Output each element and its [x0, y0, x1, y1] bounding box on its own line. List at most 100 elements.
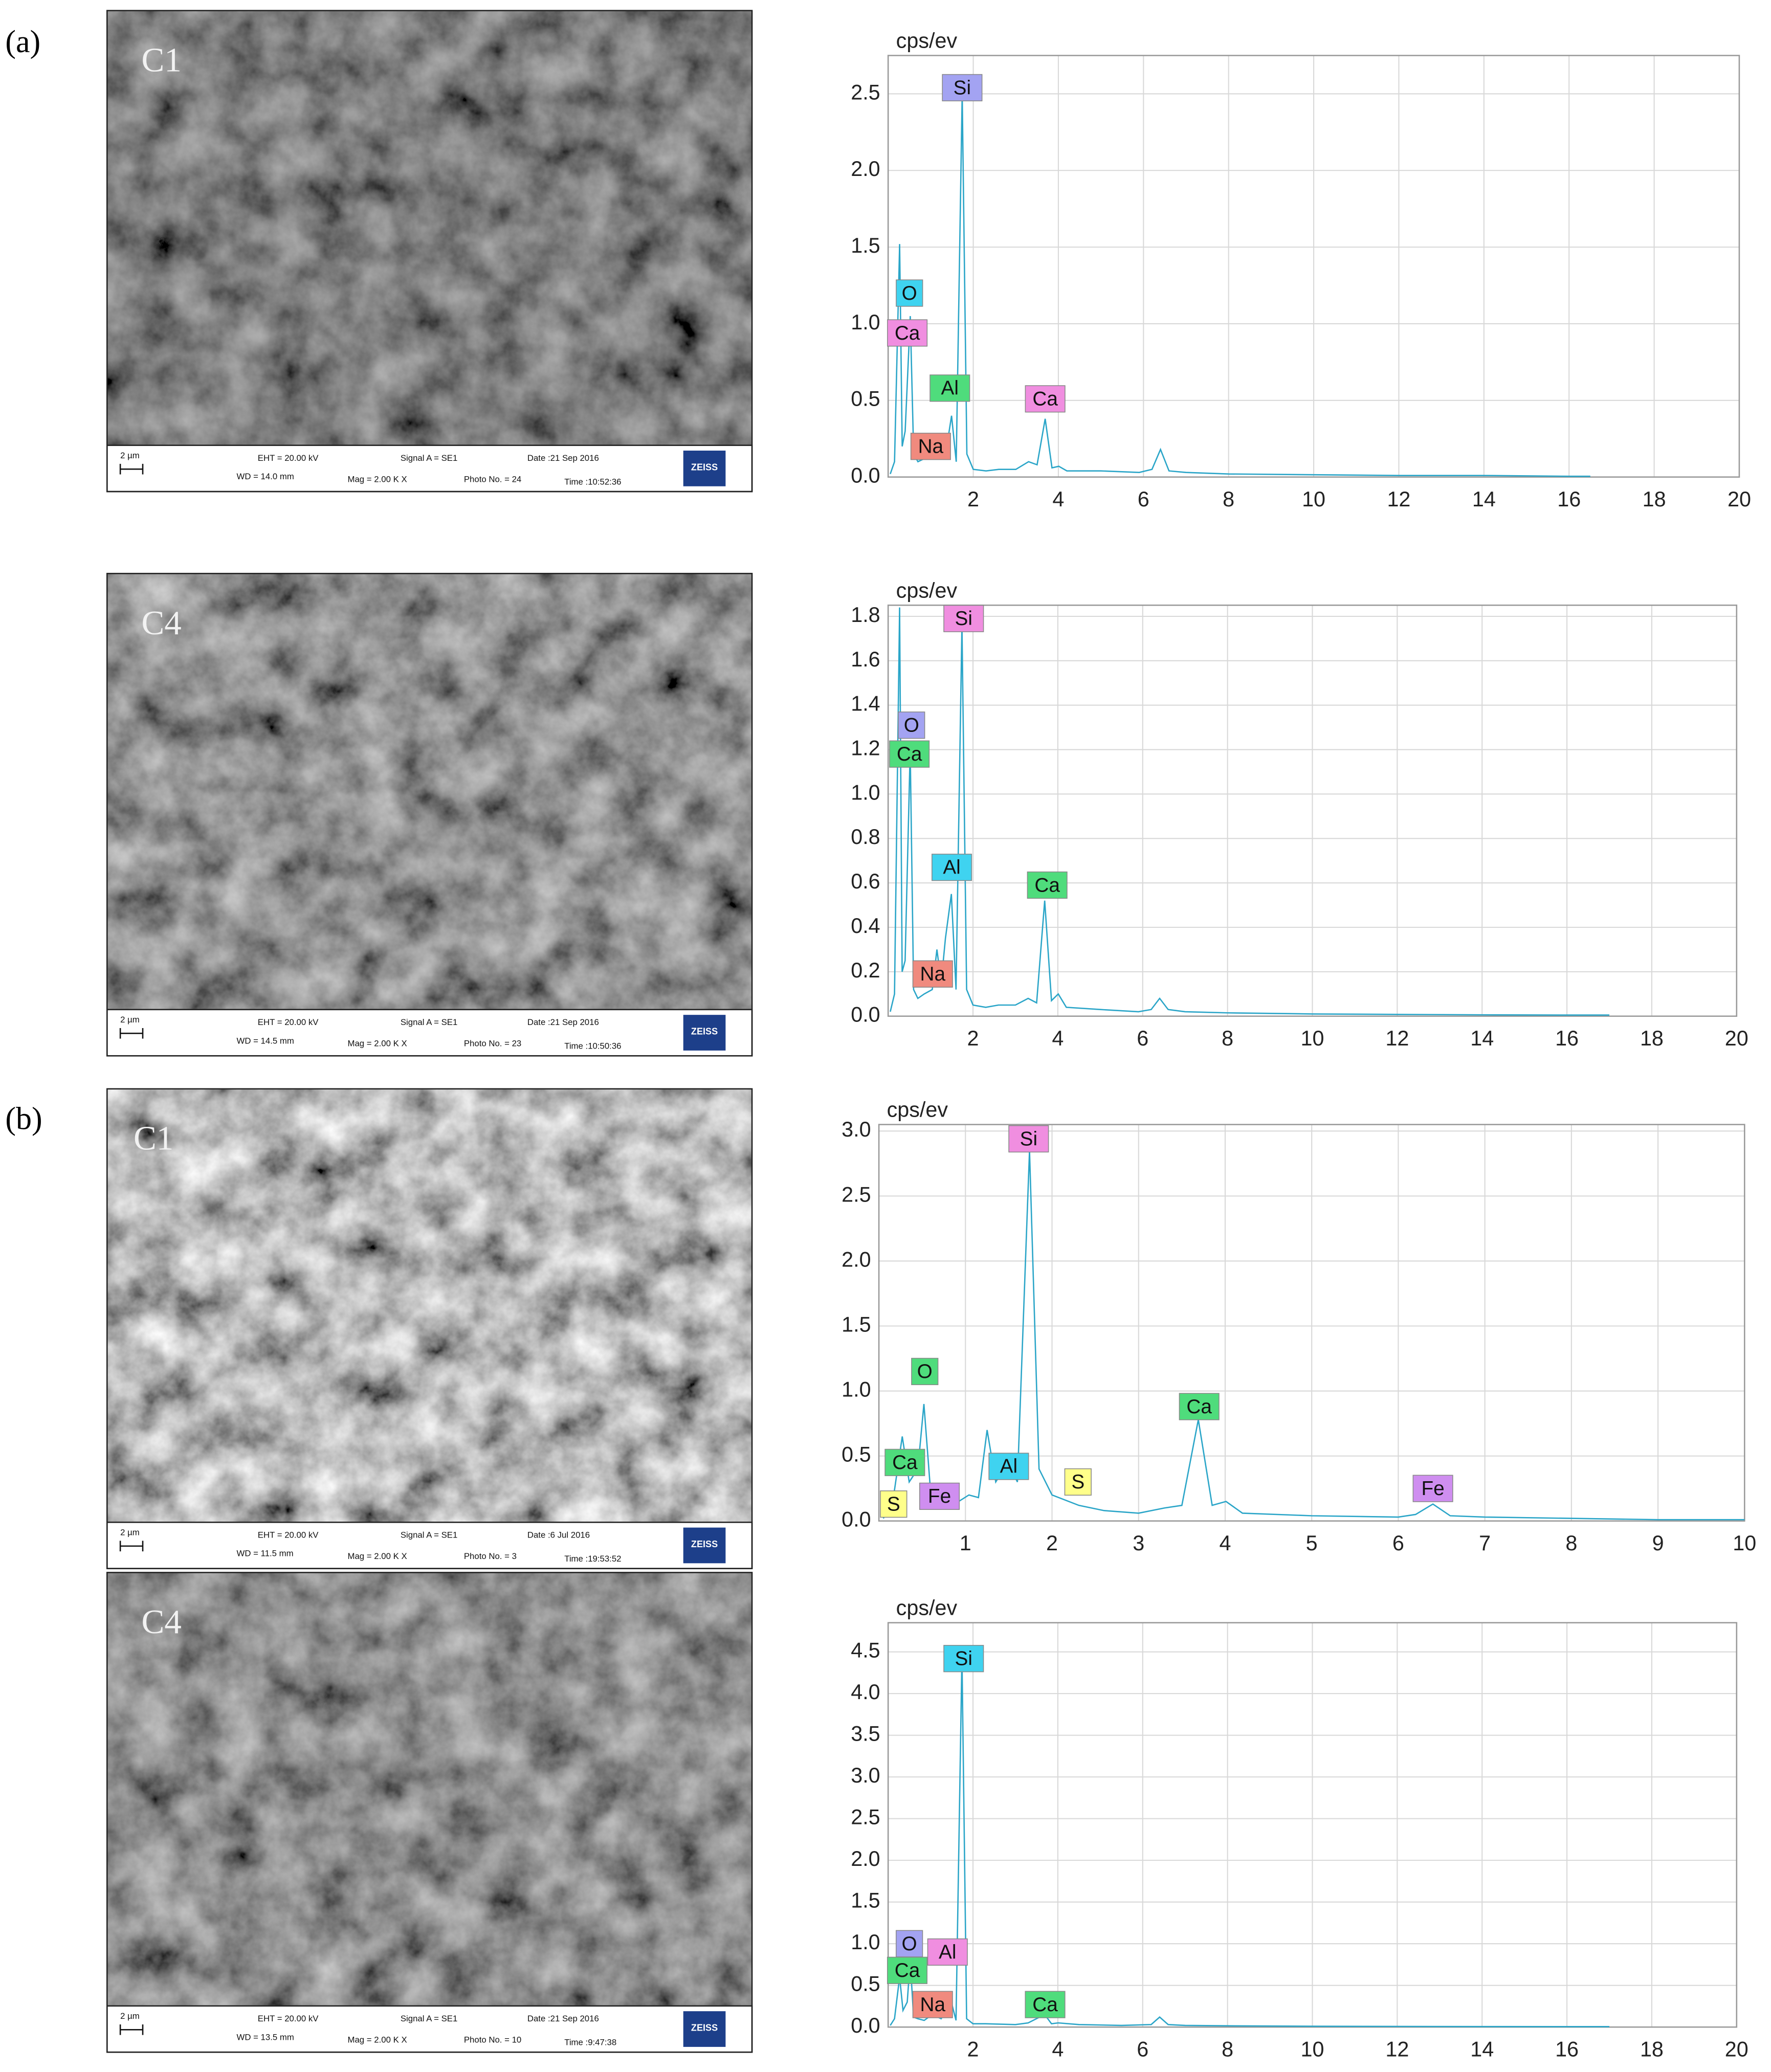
element-label: Ca	[897, 743, 922, 765]
y-tick-label: 2.5	[851, 1806, 880, 1829]
y-tick-label: 3.5	[851, 1722, 880, 1746]
y-tick-label: 1.0	[851, 310, 880, 334]
x-tick-label: 8	[1222, 2038, 1233, 2061]
element-tag	[929, 374, 970, 402]
element-label: Na	[918, 436, 944, 458]
info-eht: EHT = 20.00 kV	[258, 1017, 319, 1027]
y-tick-label: 3.0	[851, 1764, 880, 1787]
element-tag	[1179, 1393, 1220, 1420]
y-axis-label: cps/ev	[887, 1098, 948, 1122]
y-tick-label: 1.5	[851, 234, 880, 257]
x-tick-label: 8	[1223, 487, 1234, 511]
y-tick-label: 1.6	[851, 648, 880, 671]
info-signal: Signal A = SE1	[401, 453, 458, 463]
element-label: Al	[941, 377, 959, 399]
x-tick-label: 16	[1555, 2038, 1579, 2061]
info-time: Time :10:50:36	[564, 1041, 621, 1051]
element-tag	[932, 854, 972, 881]
x-tick-label: 10	[1302, 487, 1325, 511]
element-tag	[1064, 1468, 1092, 1496]
logo-text: ZEISS	[691, 1539, 718, 1549]
info-mag: Mag = 2.00 K X	[347, 474, 407, 484]
info-photo: Photo No. = 10	[464, 2035, 521, 2044]
sample-label: C1	[141, 40, 181, 79]
info-wd: WD = 14.5 mm	[236, 1036, 294, 1045]
x-tick-label: 10	[1733, 1531, 1756, 1555]
y-tick-label: 1.5	[842, 1312, 871, 1336]
x-tick-label: 10	[1300, 2038, 1324, 2061]
info-bar	[106, 1009, 753, 1057]
image-border	[106, 572, 753, 1057]
info-date: Date :21 Sep 2016	[527, 453, 599, 463]
sample-label: C4	[141, 1602, 181, 1641]
element-tag	[943, 605, 984, 632]
logo	[683, 2011, 726, 2047]
y-tick-label: 1.0	[851, 781, 880, 804]
x-tick-label: 4	[1052, 1027, 1064, 1050]
sem-micrograph	[107, 573, 752, 1010]
x-tick-label: 6	[1392, 1531, 1404, 1555]
scale-bar	[119, 1028, 144, 1039]
x-tick-label: 4	[1052, 2038, 1064, 2061]
sem-image: C4 2 µm EHT = 20.00 kV WD = 13.5 mm Signal A…	[106, 1572, 753, 2053]
sem-image: C1 2 µm EHT = 20.00 kV WD = 14.0 mm Signal A…	[106, 10, 753, 493]
info-photo: Photo No. = 3	[464, 1551, 517, 1561]
element-tag	[898, 711, 925, 739]
y-tick-label: 1.4	[851, 692, 880, 716]
sample-label: C1	[134, 1119, 173, 1157]
element-tag	[943, 1645, 984, 1673]
info-photo: Photo No. = 24	[464, 474, 521, 484]
logo-text: ZEISS	[691, 462, 718, 472]
info-bar	[106, 444, 753, 493]
x-tick-label: 8	[1565, 1531, 1577, 1555]
element-tag	[912, 1991, 953, 2018]
x-tick-label: 2	[967, 1027, 979, 1050]
element-label: Si	[1020, 1128, 1037, 1150]
element-label: Si	[954, 77, 971, 99]
panel-label: (b)	[5, 1102, 42, 1137]
eds-chart: 0.0 0.2 0.4 0.6 0.8 1.0 1.2 1.4 1.6 1.8 2 4 6 8 10 12 14…	[851, 578, 1748, 1050]
info-time: Time :9:47:38	[564, 2038, 616, 2047]
spectrum-line	[890, 607, 1610, 1016]
x-tick-label: 4	[1052, 487, 1064, 511]
element-tag	[884, 1449, 925, 1476]
y-tick-label: 0.0	[851, 2014, 880, 2037]
info-eht: EHT = 20.00 kV	[258, 2014, 319, 2023]
x-tick-label: 16	[1557, 487, 1581, 511]
element-tag	[910, 433, 951, 460]
element-label: Si	[955, 608, 972, 630]
x-tick-label: 6	[1137, 2038, 1148, 2061]
x-tick-label: 2	[1046, 1531, 1058, 1555]
element-label: O	[902, 282, 917, 304]
y-tick-label: 1.2	[851, 736, 880, 760]
element-label: Al	[1000, 1456, 1017, 1478]
scale-text: 2 µm	[120, 2011, 140, 2021]
spectrum-line	[890, 1656, 1610, 2028]
scale-text: 2 µm	[120, 1015, 140, 1024]
eds-chart: 0.0 0.5 1.0 1.5 2.0 2.5 3.0 3.5 4.0 4.5 2 4 6 8 10 12 14…	[851, 1596, 1748, 2061]
x-tick-label: 18	[1643, 487, 1666, 511]
y-tick-label: 0.5	[842, 1443, 871, 1466]
info-signal: Signal A = SE1	[401, 2014, 458, 2023]
plot-frame	[887, 1622, 1738, 2028]
x-tick-label: 20	[1728, 487, 1751, 511]
element-label: Na	[920, 963, 945, 985]
element-tag	[1025, 1991, 1066, 2018]
element-label: S	[887, 1493, 900, 1515]
element-tag	[919, 1482, 960, 1510]
eds-chart: 0.0 0.5 1.0 1.5 2.0 2.5 2 4 6 8 10 12 14 16 18 20 cps/ev…	[851, 29, 1751, 511]
y-tick-label: 0.6	[851, 870, 880, 893]
element-label: Ca	[1032, 1994, 1058, 2016]
y-tick-label: 1.8	[851, 603, 880, 627]
info-wd: WD = 11.5 mm	[236, 1549, 293, 1558]
x-tick-label: 12	[1385, 1027, 1409, 1050]
x-tick-label: 12	[1387, 487, 1410, 511]
element-label: O	[904, 715, 919, 737]
x-tick-label: 18	[1640, 2038, 1664, 2061]
x-tick-label: 18	[1640, 1027, 1664, 1050]
y-tick-label: 4.5	[851, 1639, 880, 1662]
image-border	[106, 1572, 753, 2053]
logo-text: ZEISS	[691, 2023, 718, 2033]
